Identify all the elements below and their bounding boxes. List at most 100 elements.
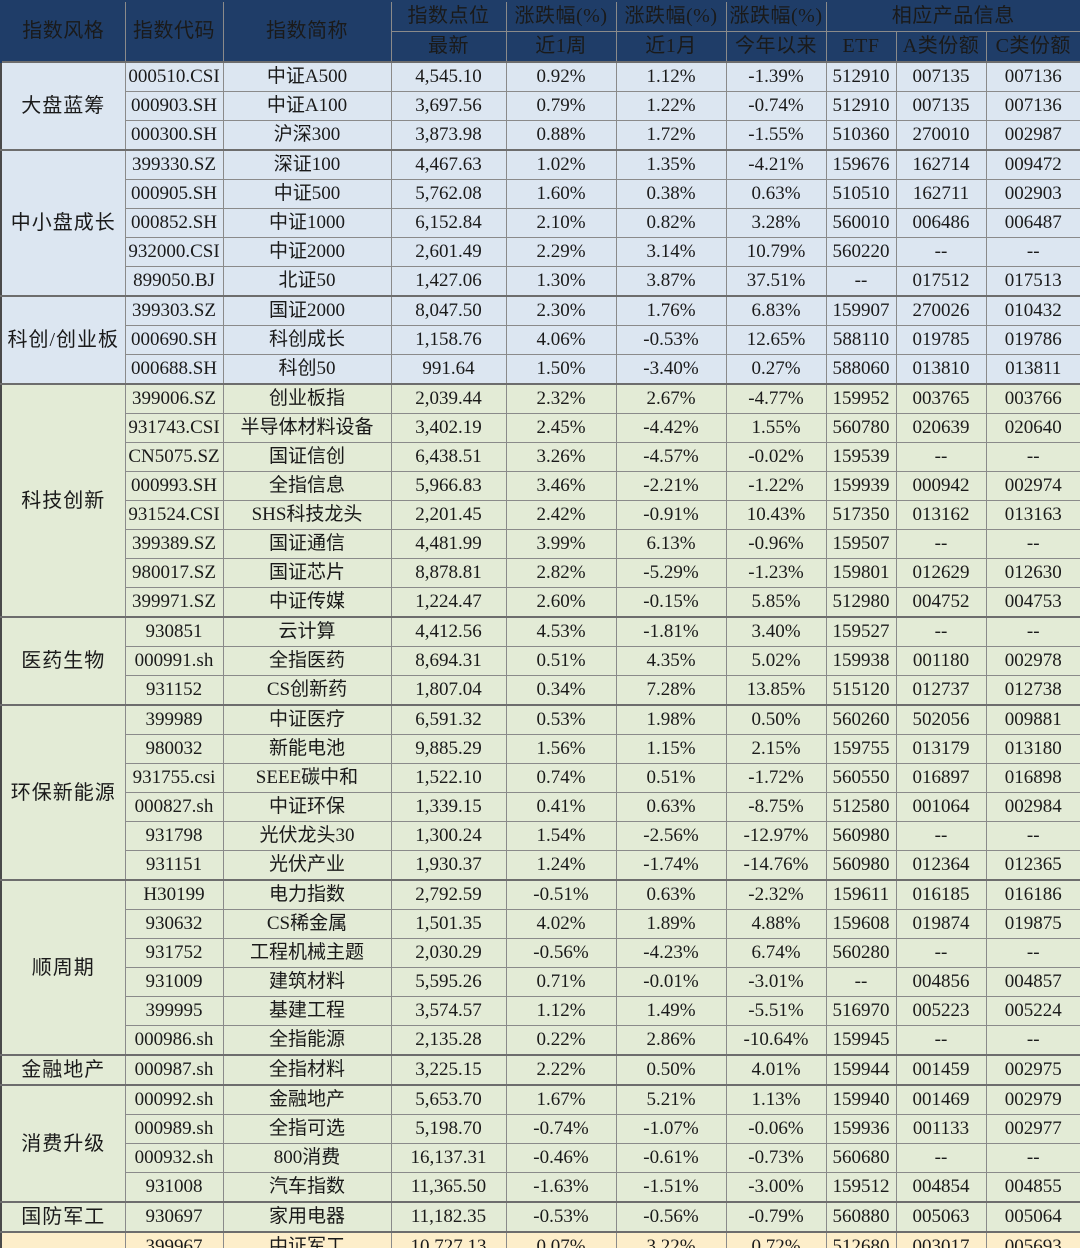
col-header-chg-ytd: 涨跌幅(%) <box>725 0 827 32</box>
cell-change-1week: 3.26% <box>505 442 617 472</box>
cell-index-code: 399303.SZ <box>124 295 224 326</box>
cell-index-code: 931151 <box>124 850 224 881</box>
cell-index-name: 中证传媒 <box>222 587 392 618</box>
cell-index-name: 全指医药 <box>222 646 392 676</box>
cell-index-name: 800消费 <box>222 1143 392 1173</box>
cell-index-name: 中证A500 <box>222 61 392 92</box>
cell-class-a-code: 020639 <box>895 413 987 443</box>
table-row: 980017.SZ 国证芯片 8,878.81 2.82% -5.29% -1.23% 15… <box>1 558 1080 588</box>
cell-index-name: 科创成长 <box>222 325 392 355</box>
cell-etf-code: 159944 <box>825 1054 897 1086</box>
cell-change-1week: 2.60% <box>505 587 617 618</box>
cell-class-a-code: -- <box>895 1025 987 1056</box>
cell-class-a-code: 016185 <box>895 879 987 910</box>
cell-index-name: 国证2000 <box>222 295 392 326</box>
cell-change-ytd: 0.72% <box>725 1231 827 1248</box>
cell-index-code: 000852.SH <box>124 208 224 238</box>
cell-index-code: 931798 <box>124 821 224 851</box>
cell-etf-code: 512580 <box>825 792 897 822</box>
cell-change-1week: 1.67% <box>505 1084 617 1115</box>
cell-change-ytd: 13.85% <box>725 675 827 706</box>
cell-index-code: 931009 <box>124 967 224 997</box>
cell-change-1week: -0.53% <box>505 1201 617 1233</box>
cell-index-point: 11,182.35 <box>390 1201 507 1233</box>
cell-etf-code: 560280 <box>825 938 897 968</box>
cell-class-a-code: 001459 <box>895 1054 987 1086</box>
cell-change-1week: 2.82% <box>505 558 617 588</box>
cell-change-1week: 0.53% <box>505 704 617 735</box>
cell-index-point: 6,591.32 <box>390 704 507 735</box>
cell-class-a-code: -- <box>895 616 987 647</box>
table-row: 顺周期 H30199 电力指数 2,792.59 -0.51% 0.63% -2.32% 15… <box>0 879 1080 1056</box>
cell-etf-code: 560880 <box>825 1201 897 1233</box>
cell-index-point: 2,039.44 <box>390 383 507 414</box>
cell-class-a-code: -- <box>895 938 987 968</box>
table-row: 国防军工 930697 家用电器 11,182.35 -0.53% -0.56% -0.79… <box>0 1201 1080 1233</box>
cell-class-c-code: 010432 <box>985 295 1080 326</box>
cell-class-a-code: 162711 <box>895 179 987 209</box>
cell-change-1month: 1.89% <box>615 909 727 939</box>
cell-change-ytd: -0.02% <box>725 442 827 472</box>
cell-change-1month: 0.38% <box>615 179 727 209</box>
cell-index-code: 000987.sh <box>124 1054 224 1086</box>
table-row: 科创/创业板 399303.SZ 国证2000 8,047.50 2.30% 1.76% 6… <box>0 295 1080 385</box>
cell-index-code: 399989 <box>124 704 224 735</box>
cell-change-ytd: -10.64% <box>725 1025 827 1056</box>
cell-etf-code: 159952 <box>825 383 897 414</box>
cell-index-point: 1,427.06 <box>390 266 507 297</box>
cell-change-1month: -2.21% <box>615 471 727 501</box>
cell-index-point: 5,198.70 <box>390 1114 507 1144</box>
cell-class-c-code: 013180 <box>985 734 1080 764</box>
cell-change-1week: 0.74% <box>505 763 617 793</box>
cell-index-point: 2,135.28 <box>390 1025 507 1056</box>
col-header-index-style: 指数风格 <box>0 0 126 63</box>
cell-change-1month: 5.21% <box>615 1084 727 1115</box>
cell-change-1month: 7.28% <box>615 675 727 706</box>
cell-index-name: 全指信息 <box>222 471 392 501</box>
table-row: 931524.CSI SHS科技龙头 2,201.45 2.42% -0.91% 10.4… <box>1 500 1080 530</box>
cell-etf-code: 560680 <box>825 1143 897 1173</box>
table-row: 931755.csi SEEE碳中和 1,522.10 0.74% 0.51% -1.72… <box>1 763 1080 793</box>
cell-index-code: 000300.SH <box>124 120 224 151</box>
cell-index-code: 000989.sh <box>124 1114 224 1144</box>
cell-index-point: 2,601.49 <box>390 237 507 267</box>
cell-class-a-code: -- <box>895 237 987 267</box>
cell-index-point: 991.64 <box>390 354 507 385</box>
table-row: 931151 光伏产业 1,930.37 1.24% -1.74% -14.76% 5609… <box>1 850 1080 881</box>
cell-index-point: 1,930.37 <box>390 850 507 881</box>
cell-class-c-code: 019786 <box>985 325 1080 355</box>
cell-change-ytd: 6.74% <box>725 938 827 968</box>
table-row: 科技创新 399006.SZ 创业板指 2,039.44 2.32% 2.67% -4.77… <box>0 383 1080 618</box>
cell-class-c-code: -- <box>985 938 1080 968</box>
cell-change-1month: 2.86% <box>615 1025 727 1056</box>
cell-index-point: 3,402.19 <box>390 413 507 443</box>
cell-change-ytd: -0.73% <box>725 1143 827 1173</box>
cell-change-1week: 3.99% <box>505 529 617 559</box>
cell-index-point: 5,966.83 <box>390 471 507 501</box>
cell-index-code: 000986.sh <box>124 1025 224 1056</box>
table-row: 金融地产 000987.sh 全指材料 3,225.15 2.22% 0.50% 4.01%… <box>0 1054 1080 1086</box>
cell-index-point: 1,224.47 <box>390 587 507 618</box>
table-row: 899050.BJ 北证50 1,427.06 1.30% 3.87% 37.51% -- 0… <box>1 266 1080 297</box>
cell-index-name: 中证医疗 <box>222 704 392 735</box>
cell-change-1month: -3.40% <box>615 354 727 385</box>
cell-index-name: 金融地产 <box>222 1084 392 1115</box>
group-style-cell: 医药生物 <box>0 616 126 706</box>
group-style-cell: 顺周期 <box>0 879 126 1056</box>
table-row: 399389.SZ 国证通信 4,481.99 3.99% 6.13% -0.96% 159… <box>1 529 1080 559</box>
cell-etf-code: 159527 <box>825 616 897 647</box>
cell-index-point: 10,727.13 <box>390 1231 507 1248</box>
cell-class-a-code: -- <box>895 529 987 559</box>
cell-index-code: 931008 <box>124 1172 224 1203</box>
cell-change-1month: 1.72% <box>615 120 727 151</box>
cell-index-name: SHS科技龙头 <box>222 500 392 530</box>
col-header-chg-month: 涨跌幅(%) <box>615 0 727 32</box>
cell-index-point: 16,137.31 <box>390 1143 507 1173</box>
cell-index-point: 1,501.35 <box>390 909 507 939</box>
cell-class-c-code: 009472 <box>985 149 1080 180</box>
group-style-cell: 金融地产 <box>0 1054 126 1086</box>
cell-change-ytd: -3.00% <box>725 1172 827 1203</box>
cell-index-name: CS稀金属 <box>222 909 392 939</box>
cell-index-code: CN5075.SZ <box>124 442 224 472</box>
cell-change-ytd: 37.51% <box>725 266 827 297</box>
